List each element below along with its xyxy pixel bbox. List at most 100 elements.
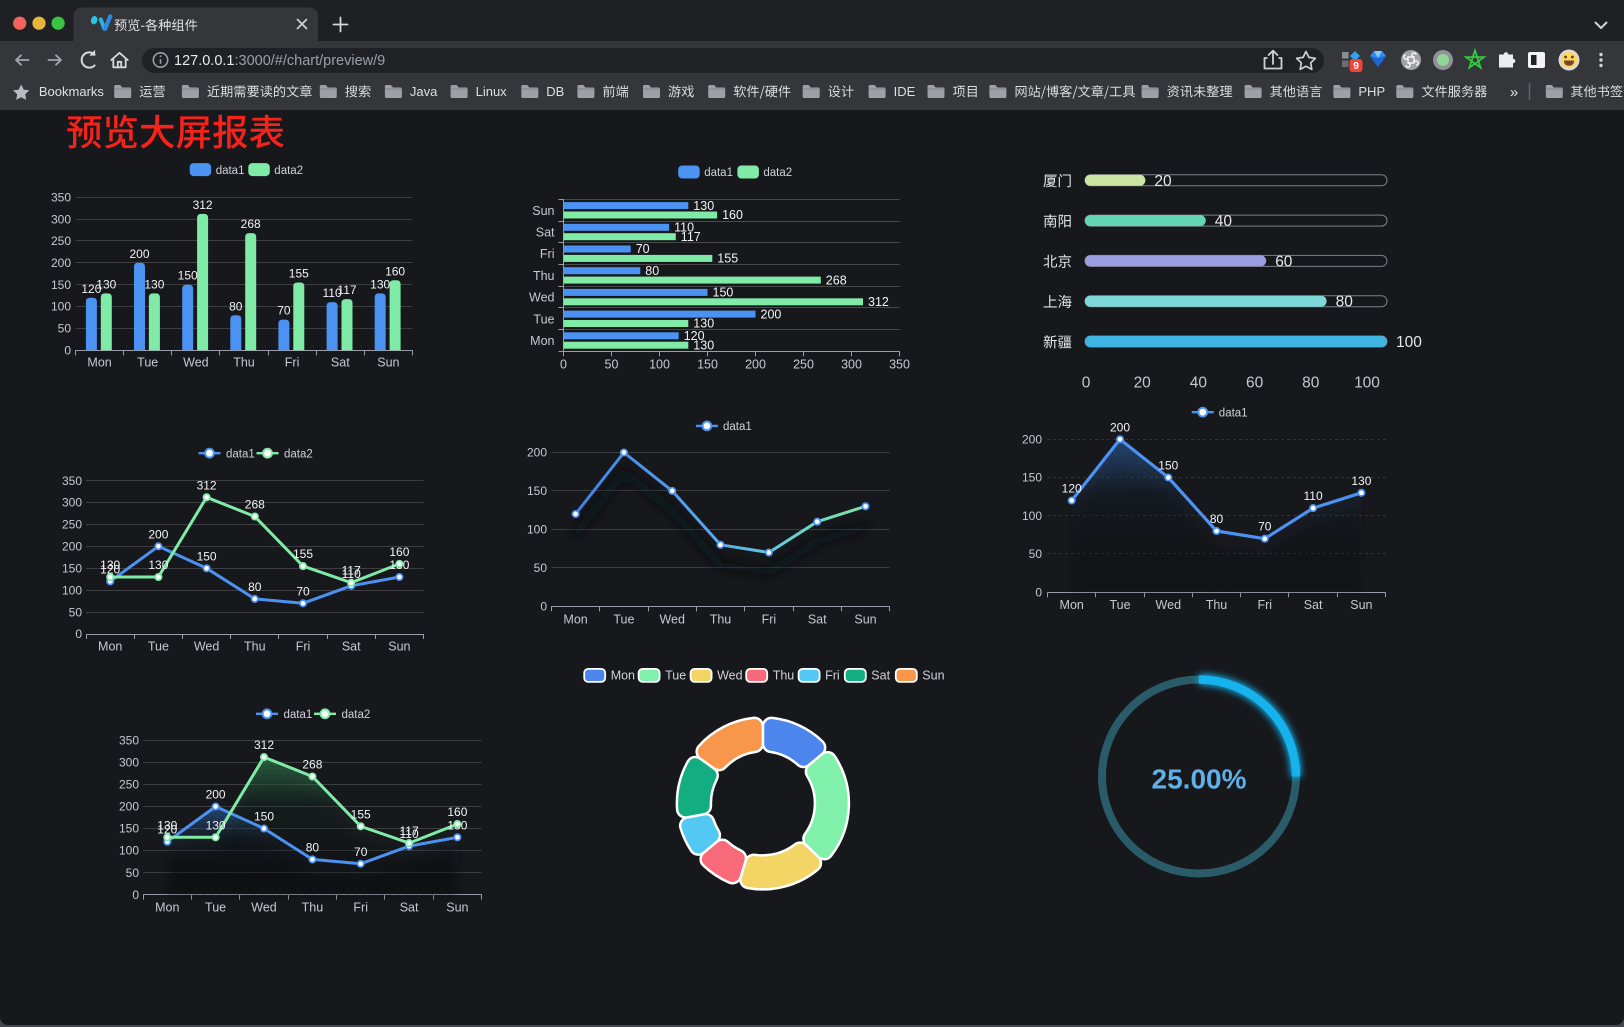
svg-text:DB: DB [546,84,564,99]
svg-text:50: 50 [69,605,83,619]
svg-text:Sun: Sun [377,356,399,370]
svg-text:117: 117 [337,283,356,297]
svg-text:Fri: Fri [353,901,368,915]
svg-text:127.0.0.1:3000/#/chart/preview: 127.0.0.1:3000/#/chart/preview/9 [174,53,385,69]
svg-text:Tue: Tue [148,640,169,654]
svg-text:Fri: Fri [1258,598,1273,612]
svg-text:0: 0 [132,888,139,902]
svg-text:80: 80 [248,580,262,594]
svg-text:300: 300 [119,756,139,770]
svg-text:100: 100 [51,300,71,314]
svg-text:Mon: Mon [98,640,122,654]
svg-text:250: 250 [51,234,71,248]
svg-text:100: 100 [649,357,670,371]
svg-text:Wed: Wed [251,901,277,915]
svg-text:data2: data2 [763,167,792,179]
svg-text:40: 40 [1215,213,1233,230]
svg-text:Mon: Mon [530,334,554,348]
svg-text:Sat: Sat [871,669,890,683]
svg-text:PHP: PHP [1358,84,1385,99]
svg-text:120: 120 [157,823,177,837]
svg-text:200: 200 [51,256,71,270]
svg-text:120: 120 [81,282,101,296]
svg-text:80: 80 [306,840,320,854]
svg-text:25.00%: 25.00% [1152,764,1247,795]
svg-text:Mon: Mon [87,356,111,370]
svg-text:150: 150 [713,286,734,300]
svg-text:50: 50 [58,322,72,336]
svg-text:200: 200 [1110,420,1130,434]
svg-text:60: 60 [1275,253,1293,270]
svg-text:200: 200 [527,446,547,460]
svg-text:200: 200 [206,788,226,802]
svg-text:data1: data1 [704,167,733,179]
svg-text:Sun: Sun [532,204,554,218]
svg-text:100: 100 [527,523,547,537]
svg-text:Sat: Sat [400,901,419,915]
svg-text:Bookmarks: Bookmarks [39,84,105,99]
svg-text:160: 160 [447,805,467,819]
svg-text:data1: data1 [1219,407,1248,419]
svg-text:Sat: Sat [331,356,350,370]
svg-text:Fri: Fri [285,356,300,370]
svg-text:120: 120 [100,562,120,576]
svg-text:Thu: Thu [773,669,795,683]
svg-text:250: 250 [62,518,82,532]
svg-text:Wed: Wed [194,640,220,654]
svg-text:130: 130 [370,277,390,291]
svg-text:data1: data1 [216,165,245,177]
svg-text:Mon: Mon [611,669,635,683]
svg-text:150: 150 [62,562,82,576]
svg-text:200: 200 [148,527,168,541]
svg-text:300: 300 [841,357,862,371]
svg-text:312: 312 [193,198,213,212]
svg-text:20: 20 [1154,173,1172,190]
svg-text:data1: data1 [723,421,752,433]
svg-text:Mon: Mon [155,901,179,915]
svg-text:Fri: Fri [296,640,311,654]
svg-text:Tue: Tue [665,669,686,683]
svg-text:250: 250 [793,357,814,371]
svg-text:Mon: Mon [563,612,587,626]
svg-text:268: 268 [302,758,322,772]
svg-text:120: 120 [684,329,705,343]
svg-text:Thu: Thu [710,612,732,626]
svg-text:70: 70 [296,584,310,598]
svg-text:0: 0 [560,357,567,371]
svg-text:Sun: Sun [388,640,410,654]
svg-text:268: 268 [826,273,847,287]
svg-text:Tue: Tue [613,612,634,626]
svg-text:350: 350 [119,734,139,748]
svg-text:data1: data1 [226,448,255,460]
svg-text:0: 0 [1035,585,1042,599]
svg-text:Thu: Thu [233,356,255,370]
svg-text:80: 80 [1210,512,1224,526]
svg-text:268: 268 [245,498,265,512]
svg-text:130: 130 [693,317,714,331]
svg-text:50: 50 [534,561,548,575]
svg-text:150: 150 [697,357,718,371]
svg-text:40: 40 [1190,375,1208,392]
svg-text:Mon: Mon [1060,598,1084,612]
svg-text:130: 130 [100,558,120,572]
svg-text:250: 250 [119,778,139,792]
svg-text:Thu: Thu [533,269,555,283]
svg-text:200: 200 [1022,433,1042,447]
svg-text:0: 0 [64,343,71,357]
svg-text:»: » [1510,84,1518,101]
svg-text:312: 312 [254,738,274,752]
svg-text:160: 160 [389,545,409,559]
svg-text:100: 100 [1354,375,1380,392]
svg-text:9: 9 [1353,60,1359,72]
svg-text:100: 100 [1396,334,1422,351]
svg-text:200: 200 [62,540,82,554]
svg-text:150: 150 [178,269,198,283]
svg-text:Java: Java [410,84,438,99]
svg-text:312: 312 [868,295,889,309]
svg-text:200: 200 [761,307,782,321]
svg-text:data2: data2 [284,448,313,460]
svg-text:70: 70 [636,242,650,256]
svg-text:350: 350 [62,474,82,488]
svg-text:110: 110 [400,827,419,841]
svg-text:IDE: IDE [894,84,916,99]
